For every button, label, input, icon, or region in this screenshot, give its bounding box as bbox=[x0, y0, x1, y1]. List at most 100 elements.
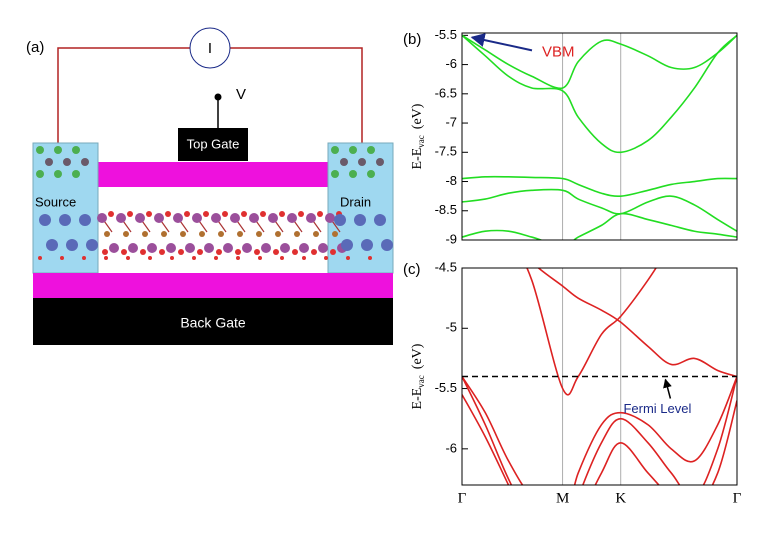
atom bbox=[292, 249, 298, 255]
atom bbox=[332, 231, 338, 237]
x-tick-label: K bbox=[615, 490, 626, 506]
atom bbox=[368, 256, 372, 260]
atom bbox=[121, 249, 127, 255]
atom bbox=[349, 170, 357, 178]
atom bbox=[154, 213, 164, 223]
atom bbox=[358, 158, 366, 166]
band bbox=[462, 34, 737, 154]
atom bbox=[45, 158, 53, 166]
atom bbox=[72, 146, 80, 154]
y-label-sub: vac bbox=[416, 375, 426, 388]
atom bbox=[313, 231, 319, 237]
atom bbox=[235, 249, 241, 255]
atom bbox=[214, 256, 218, 260]
atom bbox=[197, 249, 203, 255]
y-tick-label: -6 bbox=[445, 440, 457, 455]
atom bbox=[273, 249, 279, 255]
atom bbox=[36, 170, 44, 178]
band bbox=[462, 34, 737, 90]
current-label: I bbox=[208, 40, 212, 57]
atom bbox=[178, 249, 184, 255]
atom bbox=[97, 213, 107, 223]
atom bbox=[38, 256, 42, 260]
atom bbox=[249, 213, 259, 223]
atom bbox=[211, 213, 221, 223]
panel-label: (c) bbox=[403, 261, 421, 278]
atom bbox=[173, 213, 183, 223]
atom bbox=[59, 214, 71, 226]
back-gate-label: Back Gate bbox=[180, 315, 246, 331]
device-schematic: (a) I V Top Gate Source Drain Back Gate bbox=[26, 27, 394, 345]
atom bbox=[72, 170, 80, 178]
atom bbox=[230, 213, 240, 223]
atom bbox=[331, 170, 339, 178]
atom bbox=[82, 256, 86, 260]
atom bbox=[361, 239, 373, 251]
atom bbox=[192, 213, 202, 223]
y-tick-label: -5.5 bbox=[435, 380, 457, 395]
atom bbox=[54, 170, 62, 178]
y-label-main: E-E bbox=[410, 148, 425, 170]
atom bbox=[140, 249, 146, 255]
band bbox=[462, 376, 737, 485]
atom bbox=[204, 243, 214, 253]
atom bbox=[148, 256, 152, 260]
y-tick-label: -6 bbox=[445, 56, 457, 71]
band bbox=[462, 188, 737, 232]
plot-frame bbox=[461, 32, 738, 241]
atom bbox=[374, 214, 386, 226]
atom bbox=[258, 256, 262, 260]
atom bbox=[254, 249, 260, 255]
atom bbox=[242, 243, 252, 253]
atom bbox=[367, 146, 375, 154]
annotation: Fermi Level bbox=[623, 401, 691, 416]
atom bbox=[367, 170, 375, 178]
atom bbox=[325, 213, 335, 223]
atom bbox=[66, 239, 78, 251]
ammeter bbox=[189, 27, 231, 69]
atom bbox=[340, 158, 348, 166]
atom bbox=[147, 243, 157, 253]
atom bbox=[81, 158, 89, 166]
band bbox=[462, 212, 737, 240]
atom bbox=[216, 249, 222, 255]
atom bbox=[128, 243, 138, 253]
atom bbox=[275, 231, 281, 237]
y-tick-label: -8 bbox=[445, 173, 457, 188]
atom bbox=[349, 146, 357, 154]
back-gate bbox=[33, 298, 393, 345]
atom bbox=[123, 231, 129, 237]
annotation-arrow bbox=[470, 33, 533, 52]
top-gate bbox=[178, 128, 248, 161]
y-label-main: E-E bbox=[410, 388, 425, 410]
atom bbox=[170, 256, 174, 260]
atom bbox=[126, 256, 130, 260]
atom bbox=[159, 249, 165, 255]
atom bbox=[268, 213, 278, 223]
atom bbox=[306, 213, 316, 223]
atom bbox=[223, 243, 233, 253]
atom bbox=[86, 239, 98, 251]
atom bbox=[135, 213, 145, 223]
atom bbox=[294, 231, 300, 237]
atom bbox=[60, 256, 64, 260]
atom bbox=[376, 158, 384, 166]
atom bbox=[166, 243, 176, 253]
atom bbox=[161, 231, 167, 237]
y-tick-label: -8.5 bbox=[435, 202, 457, 217]
y-tick-label: -5 bbox=[445, 320, 457, 335]
atom bbox=[46, 239, 58, 251]
band bbox=[462, 394, 737, 485]
atom bbox=[330, 249, 336, 255]
bottom-dielectric bbox=[33, 273, 393, 298]
annotation: VBM bbox=[542, 43, 575, 60]
y-tick-label: -5.5 bbox=[435, 27, 457, 42]
atom bbox=[346, 256, 350, 260]
atom bbox=[116, 213, 126, 223]
atom bbox=[104, 231, 110, 237]
atom bbox=[311, 249, 317, 255]
band bbox=[526, 268, 657, 396]
y-tick-label: -7 bbox=[445, 114, 457, 129]
y-label-unit: (eV) bbox=[410, 103, 425, 129]
